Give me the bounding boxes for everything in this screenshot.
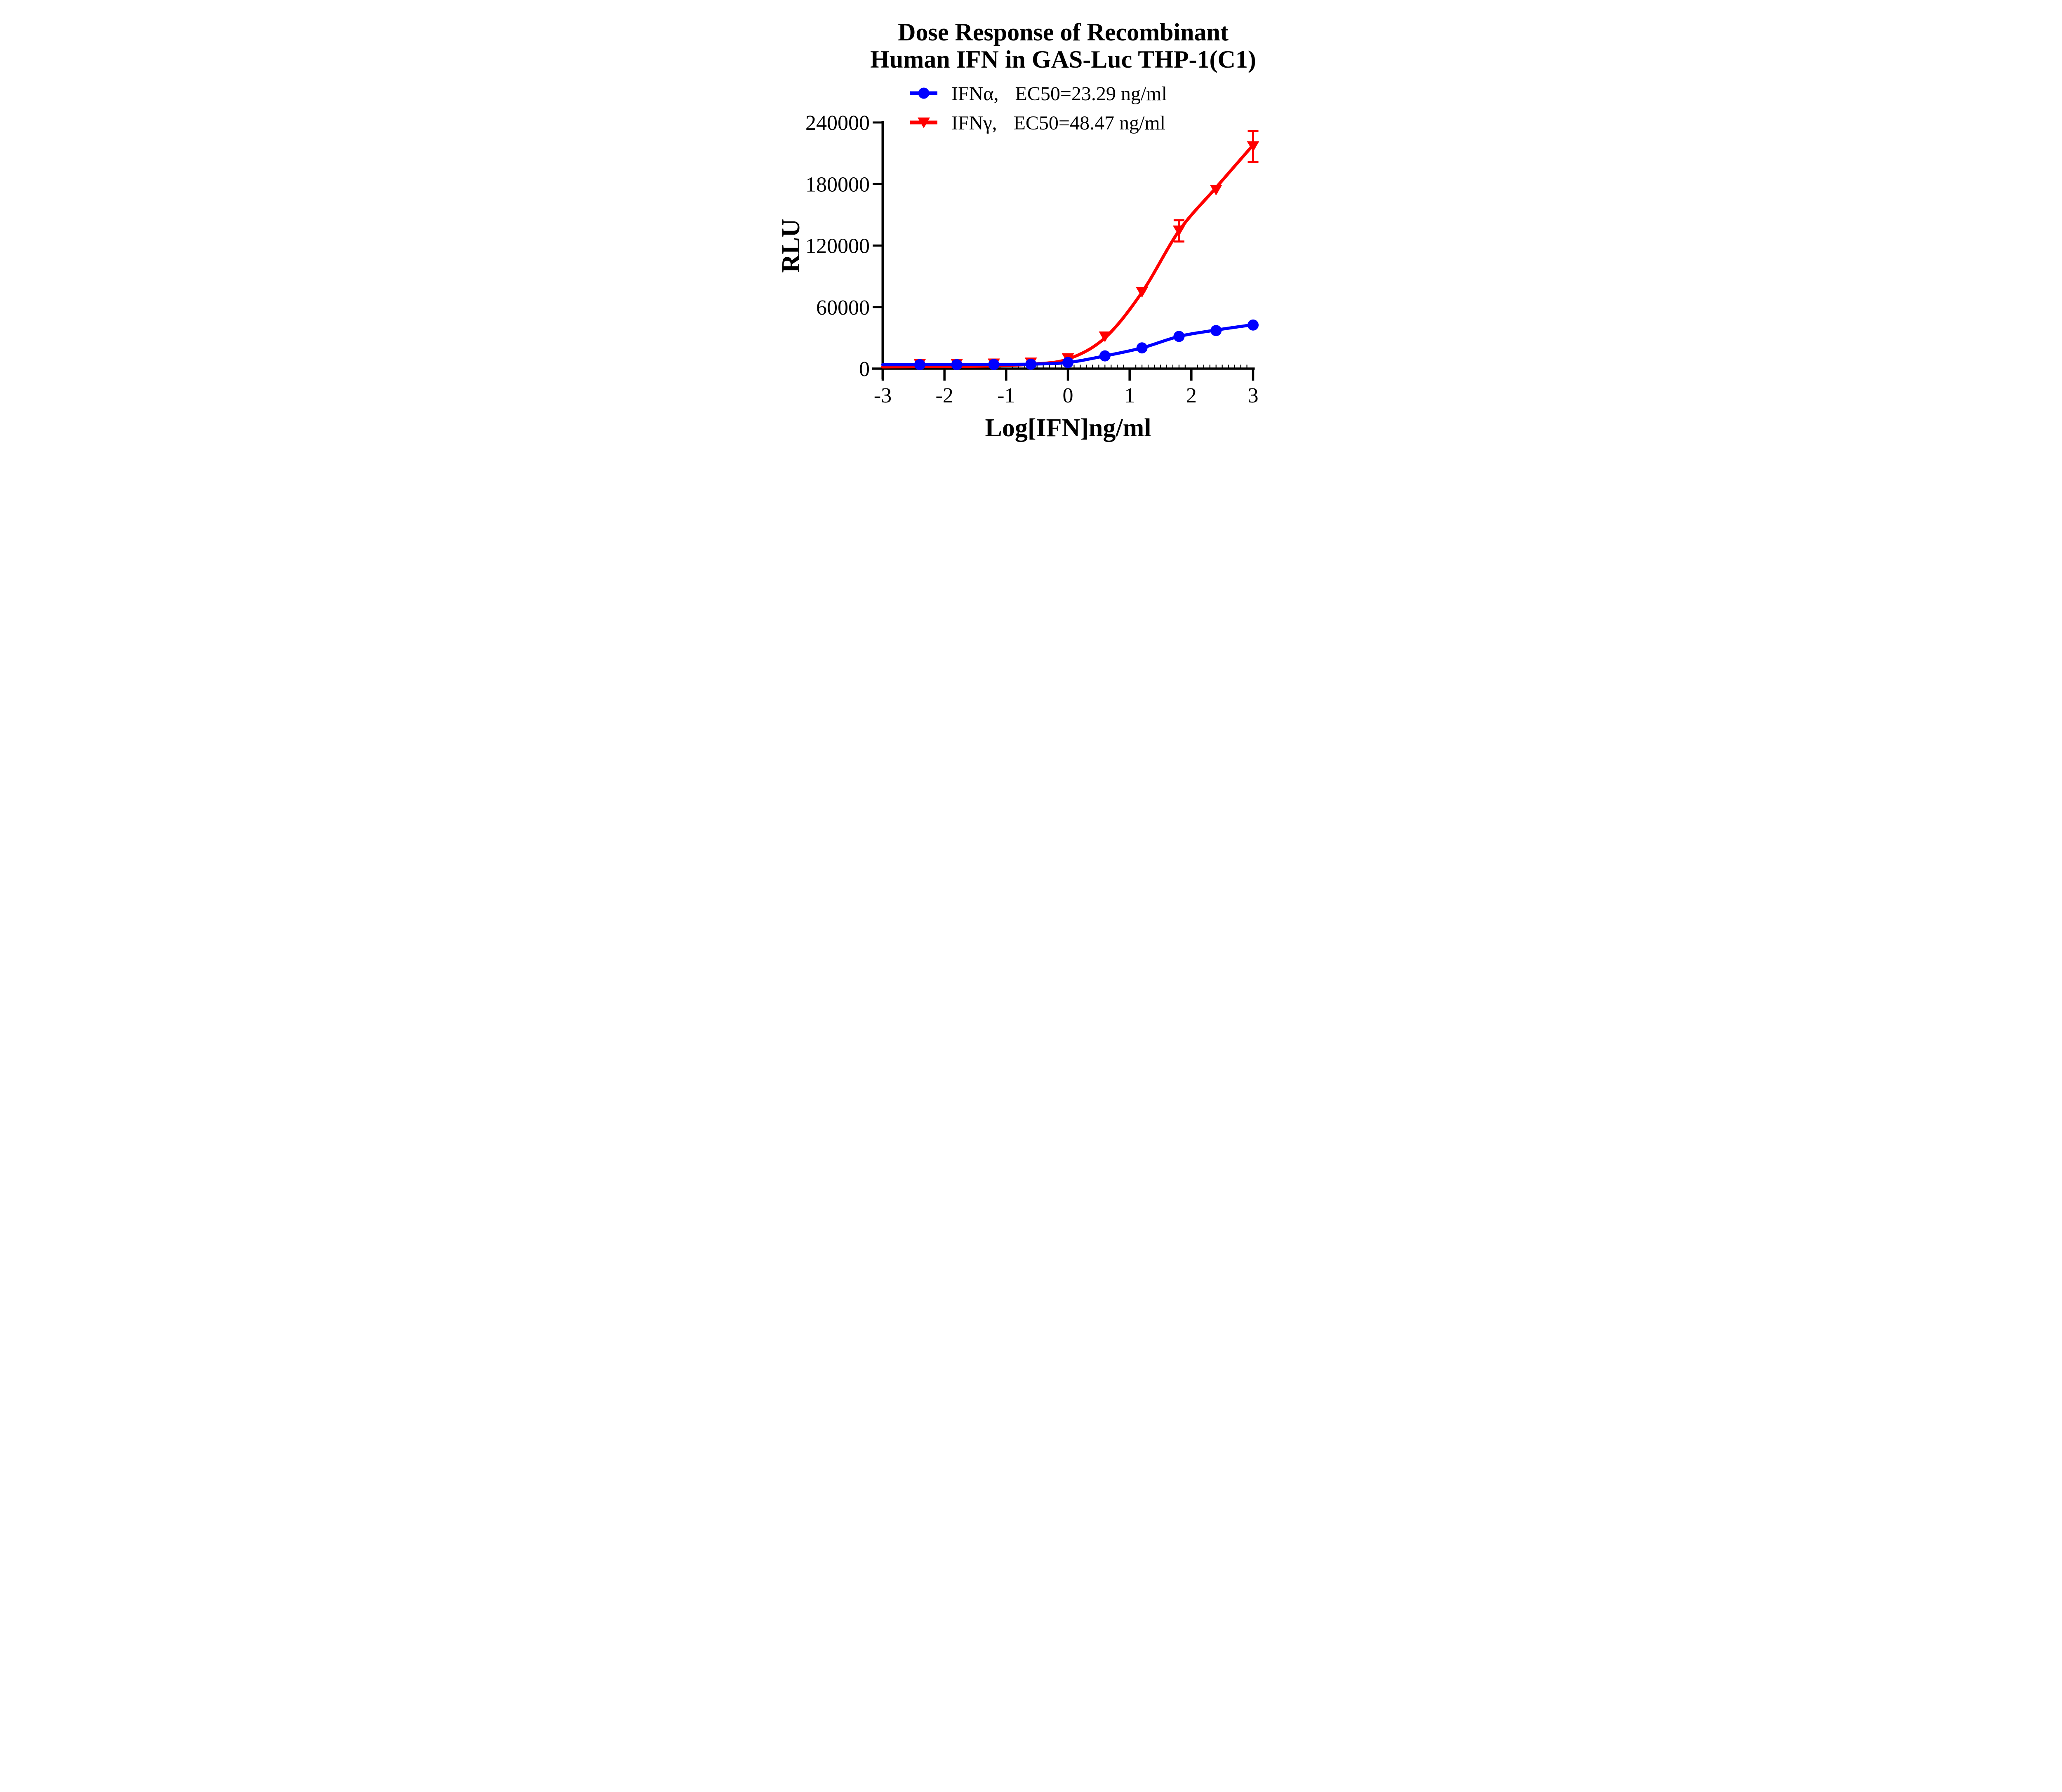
ifn--marker-0.6 (1099, 350, 1111, 362)
ifn--marker-0 (1062, 357, 1073, 368)
x-tick-label-3: 3 (1248, 384, 1258, 407)
legend-item-ifn-gamma: IFNγ, EC50=48.47 ng/ml (910, 112, 1165, 134)
x-tick-label--1: -1 (997, 384, 1015, 407)
chart-svg: Dose Response of Recombinant Human IFN i… (777, 19, 1259, 442)
ifn--marker-1.2 (1136, 342, 1148, 354)
y-tick-label-120000: 120000 (805, 235, 870, 258)
ifn--marker-3 (1247, 141, 1259, 152)
y-tick-label-60000: 60000 (816, 296, 870, 320)
legend-label-ifn-alpha: IFNα, EC50=23.29 ng/ml (951, 83, 1167, 105)
series-ifn- (881, 319, 1259, 370)
y-tick-label-240000: 240000 (805, 111, 870, 135)
x-axis-title: Log[IFN]ng/ml (985, 414, 1151, 442)
x-tick-label--3: -3 (873, 384, 891, 407)
series-ifn- (881, 130, 1259, 370)
plot-area (881, 130, 1259, 370)
ifn--marker-1.2 (1135, 287, 1148, 298)
ifn--marker--0.6 (1025, 358, 1036, 370)
y-tick-label-180000: 180000 (805, 173, 870, 196)
ifn--marker--1.8 (951, 359, 963, 370)
ifn--marker-1.8 (1172, 225, 1185, 236)
y-tick-label-0: 0 (859, 357, 870, 381)
ifn--marker-2.4 (1210, 185, 1222, 196)
legend-circle-marker-icon (918, 87, 929, 99)
x-tick-label-1: 1 (1124, 384, 1135, 407)
x-tick-label-0: 0 (1062, 384, 1073, 407)
ifn--marker--1.2 (988, 359, 999, 370)
x-tick-label-2: 2 (1186, 384, 1196, 407)
ifn--marker-3 (1247, 319, 1259, 331)
axes: -3 -2 -1 0 1 2 3 0 60000 120000 180000 240000 (805, 111, 1259, 407)
x-tick-label--2: -2 (935, 384, 953, 407)
chart-title-line2: Human IFN in GAS-Luc THP-1(C1) (870, 46, 1256, 73)
chart-title-line1: Dose Response of Recombinant (898, 19, 1229, 46)
ifn--marker-2.4 (1210, 325, 1222, 336)
legend-triangle-marker-icon (917, 118, 930, 128)
ifn--marker--2.4 (914, 359, 925, 370)
legend: IFNα, EC50=23.29 ng/ml IFNγ, EC50=48.47 ng… (910, 83, 1167, 134)
ifn--marker-1.8 (1173, 331, 1184, 342)
y-axis-title: RLU (777, 219, 805, 273)
legend-label-ifn-gamma: IFNγ, EC50=48.47 ng/ml (951, 112, 1165, 134)
dose-response-figure: Dose Response of Recombinant Human IFN i… (756, 0, 1306, 448)
ifn--marker-0.6 (1098, 331, 1111, 342)
legend-item-ifn-alpha: IFNα, EC50=23.29 ng/ml (910, 83, 1167, 105)
